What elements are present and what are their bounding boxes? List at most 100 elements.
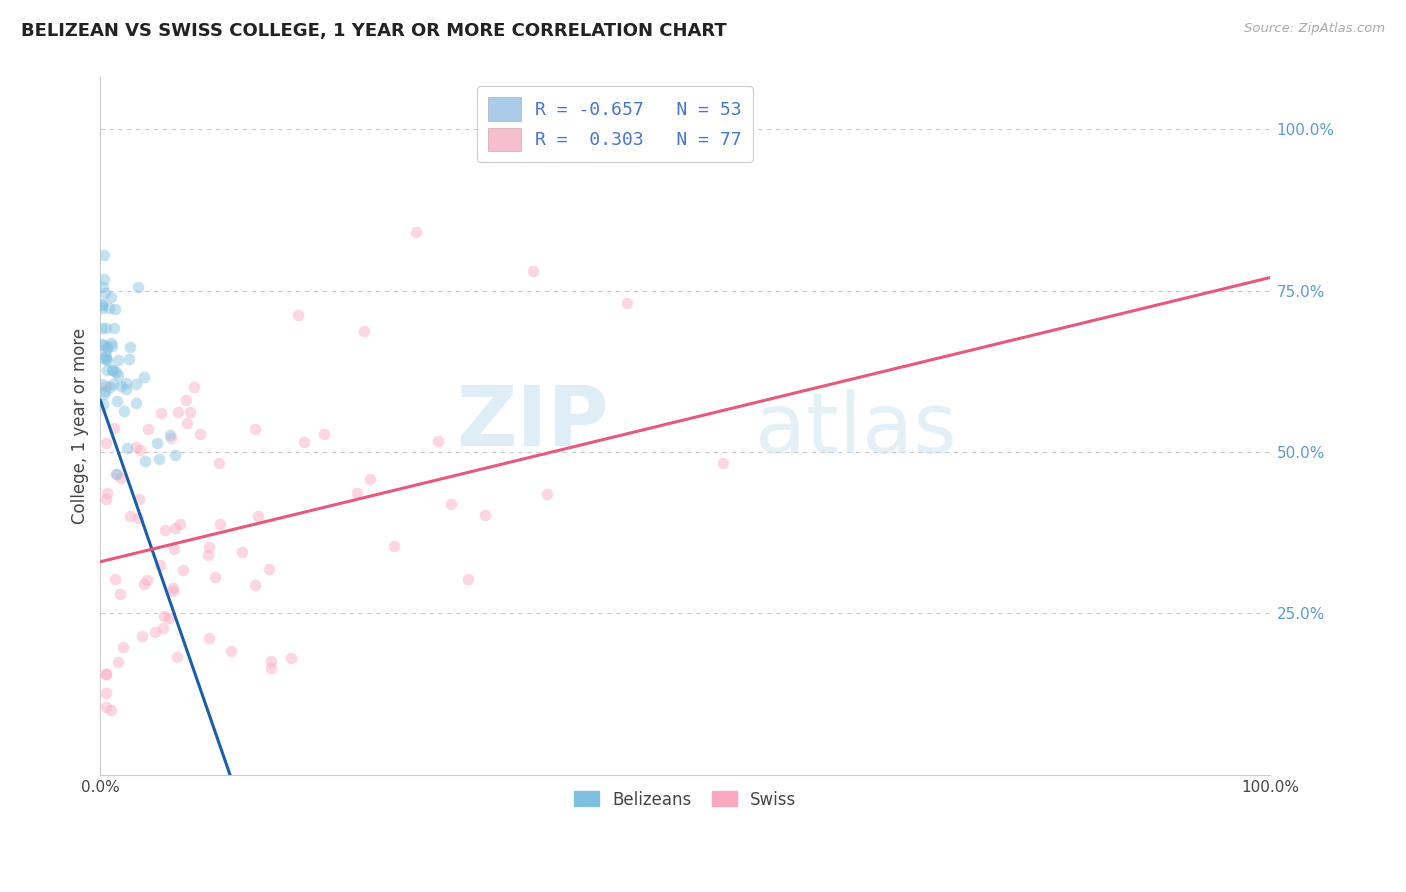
Point <box>94 285 117 300</box>
Point <box>110 471 132 485</box>
Point <box>118 340 141 354</box>
Point <box>260 654 283 668</box>
Point <box>209 517 232 532</box>
Point <box>166 650 188 665</box>
Point <box>96 666 118 681</box>
Point <box>197 549 219 563</box>
Point <box>149 558 172 572</box>
Point <box>219 644 242 658</box>
Point <box>163 521 186 535</box>
Point <box>134 370 156 384</box>
Point <box>231 545 253 559</box>
Point <box>118 509 141 524</box>
Point <box>162 581 184 595</box>
Point <box>96 686 118 700</box>
Point <box>127 510 149 524</box>
Point <box>292 434 315 449</box>
Point <box>96 435 118 450</box>
Point <box>259 562 281 576</box>
Point <box>100 290 122 304</box>
Point <box>107 655 129 669</box>
Point <box>112 640 135 655</box>
Legend: Belizeans, Swiss: Belizeans, Swiss <box>568 784 803 815</box>
Point <box>112 403 135 417</box>
Point <box>93 397 115 411</box>
Point <box>183 380 205 394</box>
Point <box>94 349 117 363</box>
Point <box>346 486 368 500</box>
Point <box>93 338 115 352</box>
Point <box>148 452 170 467</box>
Point <box>96 378 118 392</box>
Point <box>90 320 112 334</box>
Point <box>100 703 122 717</box>
Point <box>169 516 191 531</box>
Point <box>118 352 141 367</box>
Point <box>207 456 229 470</box>
Point <box>98 380 121 394</box>
Point <box>96 485 118 500</box>
Point <box>280 651 302 665</box>
Point <box>96 491 118 506</box>
Point <box>93 387 115 401</box>
Point <box>198 631 221 645</box>
Point <box>93 272 115 286</box>
Point <box>100 336 122 351</box>
Point <box>616 296 638 310</box>
Point <box>405 226 427 240</box>
Point <box>101 377 124 392</box>
Point <box>94 321 117 335</box>
Point <box>96 363 118 377</box>
Point <box>246 508 269 523</box>
Point <box>108 587 131 601</box>
Point <box>153 609 176 624</box>
Point <box>128 491 150 506</box>
Text: Source: ZipAtlas.com: Source: ZipAtlas.com <box>1244 22 1385 36</box>
Point <box>115 382 138 396</box>
Point <box>159 431 181 445</box>
Point <box>204 570 226 584</box>
Point <box>157 611 180 625</box>
Point <box>162 583 184 598</box>
Point <box>98 301 121 316</box>
Point <box>96 340 118 354</box>
Point <box>162 542 184 557</box>
Point <box>107 368 129 383</box>
Point <box>359 472 381 486</box>
Point <box>198 540 221 554</box>
Point <box>93 351 115 366</box>
Point <box>132 577 155 591</box>
Point <box>90 301 112 316</box>
Point <box>104 467 127 481</box>
Point <box>105 394 128 409</box>
Point <box>382 539 405 553</box>
Point <box>153 523 176 537</box>
Point <box>134 453 156 467</box>
Point <box>129 442 152 457</box>
Point <box>474 508 496 523</box>
Point <box>114 376 136 390</box>
Text: BELIZEAN VS SWISS COLLEGE, 1 YEAR OR MORE CORRELATION CHART: BELIZEAN VS SWISS COLLEGE, 1 YEAR OR MOR… <box>21 22 727 40</box>
Point <box>188 427 211 442</box>
Point <box>179 405 201 419</box>
Point <box>243 578 266 592</box>
Point <box>104 573 127 587</box>
Point <box>103 421 125 435</box>
Point <box>150 406 173 420</box>
Point <box>103 321 125 335</box>
Point <box>152 621 174 635</box>
Point <box>167 405 190 419</box>
Point <box>125 395 148 409</box>
Point <box>90 337 112 351</box>
Y-axis label: College, 1 year or more: College, 1 year or more <box>72 328 89 524</box>
Point <box>90 297 112 311</box>
Point <box>172 564 194 578</box>
Point <box>94 352 117 367</box>
Point <box>353 324 375 338</box>
Point <box>105 365 128 379</box>
Point <box>287 308 309 322</box>
Point <box>125 440 148 454</box>
Point <box>243 422 266 436</box>
Text: ZIP: ZIP <box>457 382 609 463</box>
Point <box>176 392 198 407</box>
